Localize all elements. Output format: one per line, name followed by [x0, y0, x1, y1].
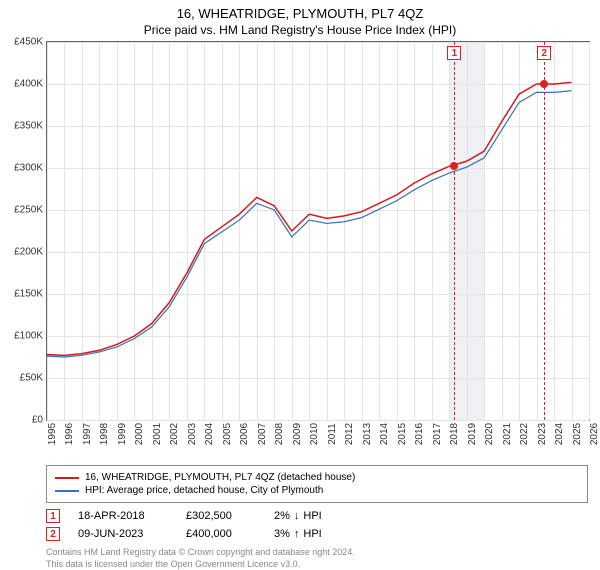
- y-tick: £100K: [14, 331, 43, 342]
- x-tick: 2001: [152, 423, 163, 445]
- x-tick: 2021: [502, 423, 513, 445]
- y-tick: £250K: [14, 205, 43, 216]
- x-tick: 2006: [239, 423, 250, 445]
- x-tick: 2023: [537, 423, 548, 445]
- x-tick: 2016: [414, 423, 425, 445]
- price-chart: £0£50K£100K£150K£200K£250K£300K£350K£400…: [46, 41, 590, 421]
- footer-attribution: Contains HM Land Registry data © Crown c…: [46, 547, 588, 570]
- page-title: 16, WHEATRIDGE, PLYMOUTH, PL7 4QZ: [0, 0, 600, 21]
- y-tick: £0: [32, 415, 43, 426]
- event-dot: [450, 162, 458, 170]
- x-tick: 2007: [257, 423, 268, 445]
- event-date: 18-APR-2018: [78, 510, 168, 522]
- x-tick: 1995: [47, 423, 58, 445]
- x-tick: 2012: [344, 423, 355, 445]
- events-table: 1 18-APR-2018 £302,500 2%↓HPI 2 09-JUN-2023 £4…: [46, 509, 588, 541]
- x-tick: 2010: [309, 423, 320, 445]
- footer-line-2: This data is licensed under the Open Gov…: [46, 559, 588, 570]
- x-tick: 1996: [64, 423, 75, 445]
- x-tick: 2017: [432, 423, 443, 445]
- x-tick: 2008: [274, 423, 285, 445]
- y-tick: £450K: [14, 37, 43, 48]
- x-tick: 2020: [484, 423, 495, 445]
- y-tick: £200K: [14, 247, 43, 258]
- page-subtitle: Price paid vs. HM Land Registry's House …: [0, 21, 600, 41]
- legend-label: HPI: Average price, detached house, City…: [85, 485, 323, 496]
- event-marker: 2: [537, 46, 551, 60]
- legend: 16, WHEATRIDGE, PLYMOUTH, PL7 4QZ (detac…: [46, 465, 588, 503]
- x-tick: 2004: [204, 423, 215, 445]
- x-tick: 2019: [467, 423, 478, 445]
- event-price: £400,000: [186, 528, 256, 540]
- event-row: 1 18-APR-2018 £302,500 2%↓HPI: [46, 509, 588, 523]
- series-hpi: [47, 91, 572, 357]
- event-dot: [540, 80, 548, 88]
- y-tick: £50K: [20, 373, 43, 384]
- footer-line-1: Contains HM Land Registry data © Crown c…: [46, 547, 588, 559]
- series-addr: [47, 82, 572, 355]
- y-tick: £300K: [14, 163, 43, 174]
- x-tick: 2018: [449, 423, 460, 445]
- legend-row: HPI: Average price, detached house, City…: [55, 485, 579, 496]
- x-tick: 2013: [362, 423, 373, 445]
- y-tick: £400K: [14, 79, 43, 90]
- legend-row: 16, WHEATRIDGE, PLYMOUTH, PL7 4QZ (detac…: [55, 472, 579, 483]
- x-tick: 2011: [327, 423, 338, 445]
- x-tick: 1999: [117, 423, 128, 445]
- x-tick: 2015: [397, 423, 408, 445]
- x-tick: 2022: [519, 423, 530, 445]
- x-tick: 2014: [379, 423, 390, 445]
- y-tick: £350K: [14, 121, 43, 132]
- x-tick: 2025: [572, 423, 583, 445]
- y-tick: £150K: [14, 289, 43, 300]
- event-id-badge: 1: [46, 509, 60, 523]
- x-tick: 2002: [169, 423, 180, 445]
- x-tick: 1998: [99, 423, 110, 445]
- event-delta: 3%↑HPI: [274, 528, 322, 540]
- event-id-badge: 2: [46, 527, 60, 541]
- x-tick: 2000: [134, 423, 145, 445]
- x-tick: 2005: [222, 423, 233, 445]
- x-tick: 2026: [589, 423, 600, 445]
- event-delta: 2%↓HPI: [274, 510, 322, 522]
- x-tick: 1997: [82, 423, 93, 445]
- event-date: 09-JUN-2023: [78, 528, 168, 540]
- event-marker: 1: [447, 46, 461, 60]
- legend-label: 16, WHEATRIDGE, PLYMOUTH, PL7 4QZ (detac…: [85, 472, 355, 483]
- x-tick: 2009: [292, 423, 303, 445]
- event-price: £302,500: [186, 510, 256, 522]
- x-tick: 2024: [554, 423, 565, 445]
- event-row: 2 09-JUN-2023 £400,000 3%↑HPI: [46, 527, 588, 541]
- x-tick: 2003: [187, 423, 198, 445]
